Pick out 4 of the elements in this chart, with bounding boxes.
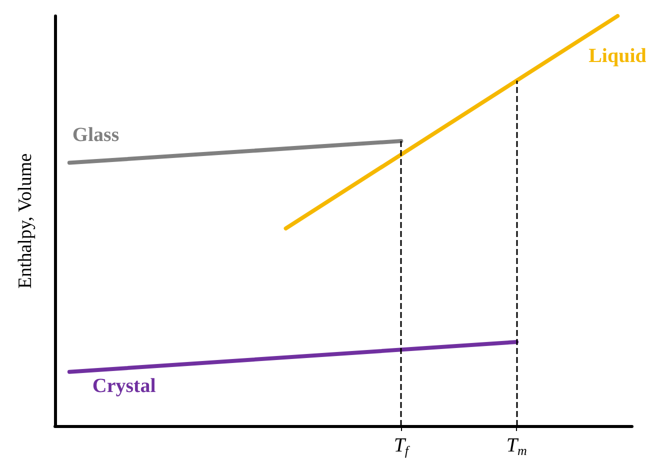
series-label: Crystal <box>92 374 156 397</box>
y-axis-title: Enthalpy, Volume <box>15 153 36 289</box>
series-label: Glass <box>72 124 120 146</box>
series-label: Liquid <box>588 45 646 67</box>
